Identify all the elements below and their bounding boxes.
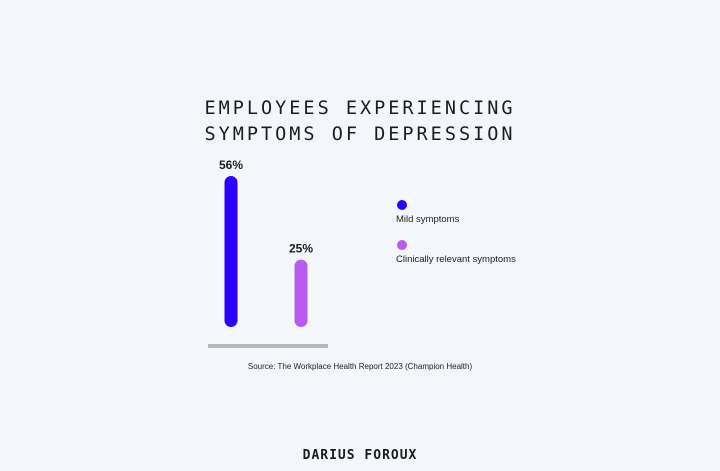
chart-title-line-1: EMPLOYEES EXPERIENCING [204,98,516,119]
brand-logo: DARIUS FOROUX [302,448,418,463]
legend-dot-mild [397,200,407,210]
chart-title-line-2: SYMPTOMS OF DEPRESSION [204,124,516,145]
bar-value-label-0: 56% [219,158,243,172]
chart-title: EMPLOYEES EXPERIENCING SYMPTOMS OF DEPRE… [0,96,720,148]
bar-1 [294,259,308,327]
legend-label-mild: Mild symptoms [396,214,460,225]
source-note: Source: The Workplace Health Report 2023… [247,362,473,371]
legend-label-clinical: Clinically relevant symptoms [396,254,516,265]
legend-dot-clinical [397,240,407,250]
bar-0 [224,176,238,327]
bar-value-label-1: 25% [289,242,313,256]
